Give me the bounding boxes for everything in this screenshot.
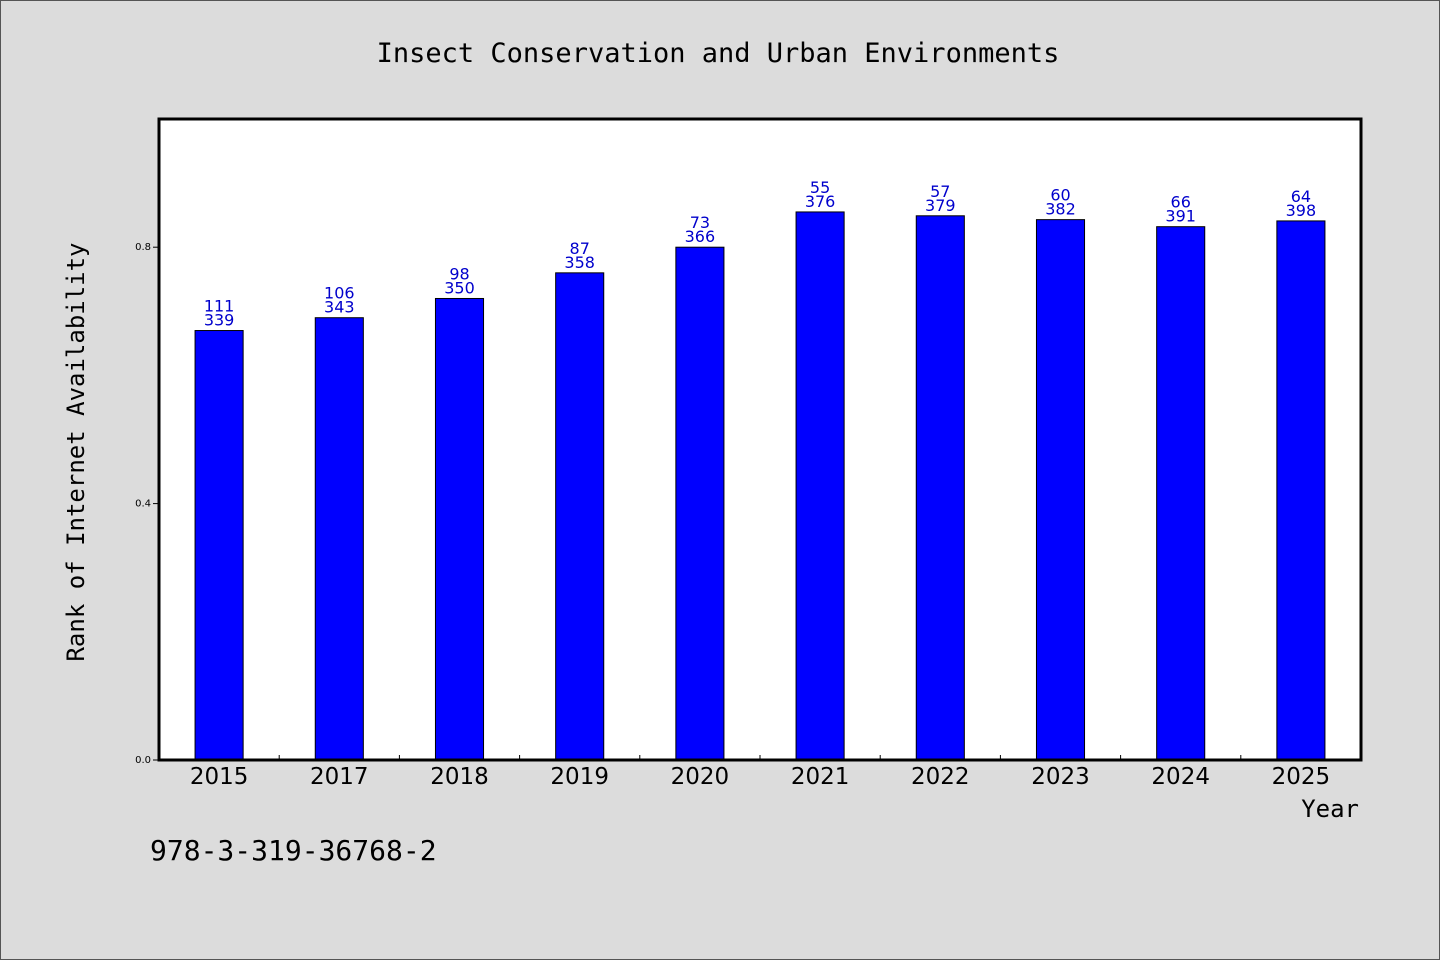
chart-title: Insect Conservation and Urban Environmen… [377,38,1060,69]
data-label-top: 55 [810,178,830,197]
bar-2017 [314,317,364,761]
data-label-top: 111 [204,297,235,316]
x-tick-label: 2015 [190,764,249,790]
x-axis-label: Year [1301,795,1359,823]
x-tick-label: 2019 [550,764,609,790]
y-axis-label: Rank of Internet Availability [62,242,90,661]
data-label-bottom: 343 [324,298,355,317]
x-tick-label: 2023 [1031,764,1090,790]
y-tick-label: 0.8 [135,242,151,253]
data-label-bottom: 398 [1286,201,1317,220]
data-label-top: 66 [1171,193,1191,212]
bar-2023 [1035,219,1086,761]
y-tick-label: 0.4 [135,499,151,510]
data-label-bottom: 379 [925,196,956,215]
bars-group [194,211,1326,761]
data-label-top: 106 [324,284,355,303]
bar-2018 [434,297,485,761]
y-axis: 0.0 0.4 0.8 [135,242,159,766]
x-tick-label: 2020 [671,764,730,790]
data-label-top: 98 [449,264,469,283]
data-label-bottom: 366 [685,227,716,246]
bar-2021 [795,211,845,761]
x-tick-label: 2022 [911,764,970,790]
plot-border [157,117,1363,762]
x-tick-label: 2025 [1272,764,1331,790]
x-tick-label: 2024 [1151,764,1210,790]
bar-2019 [555,272,605,761]
bar-2020 [675,246,725,761]
x-tick-label: 2018 [430,764,489,790]
data-label-top: 73 [690,213,710,232]
bar-2015 [194,330,244,761]
data-label-top: 64 [1291,187,1311,206]
data-label-bottom: 358 [564,253,595,272]
data-label-bottom: 339 [204,311,235,330]
isbn-footer: 978-3-319-36768-2 [150,834,437,867]
bar-2025 [1276,220,1326,761]
data-label-bottom: 391 [1165,207,1196,226]
data-label-top: 87 [570,239,590,258]
data-label-bottom: 350 [444,278,475,297]
x-tick-label: 2021 [791,764,850,790]
bar-2022 [915,215,965,761]
data-label-top: 57 [930,182,950,201]
x-axis: 2015 2017 2018 2019 2020 2021 2022 2023 2024 2025 [190,755,1330,790]
data-label-bottom: 376 [805,192,836,211]
bar-2024 [1156,226,1206,761]
x-tick-label: 2017 [310,764,369,790]
data-label-top: 60 [1050,186,1070,205]
y-tick-label: 0.0 [135,755,151,766]
data-label-bottom: 382 [1045,200,1076,219]
